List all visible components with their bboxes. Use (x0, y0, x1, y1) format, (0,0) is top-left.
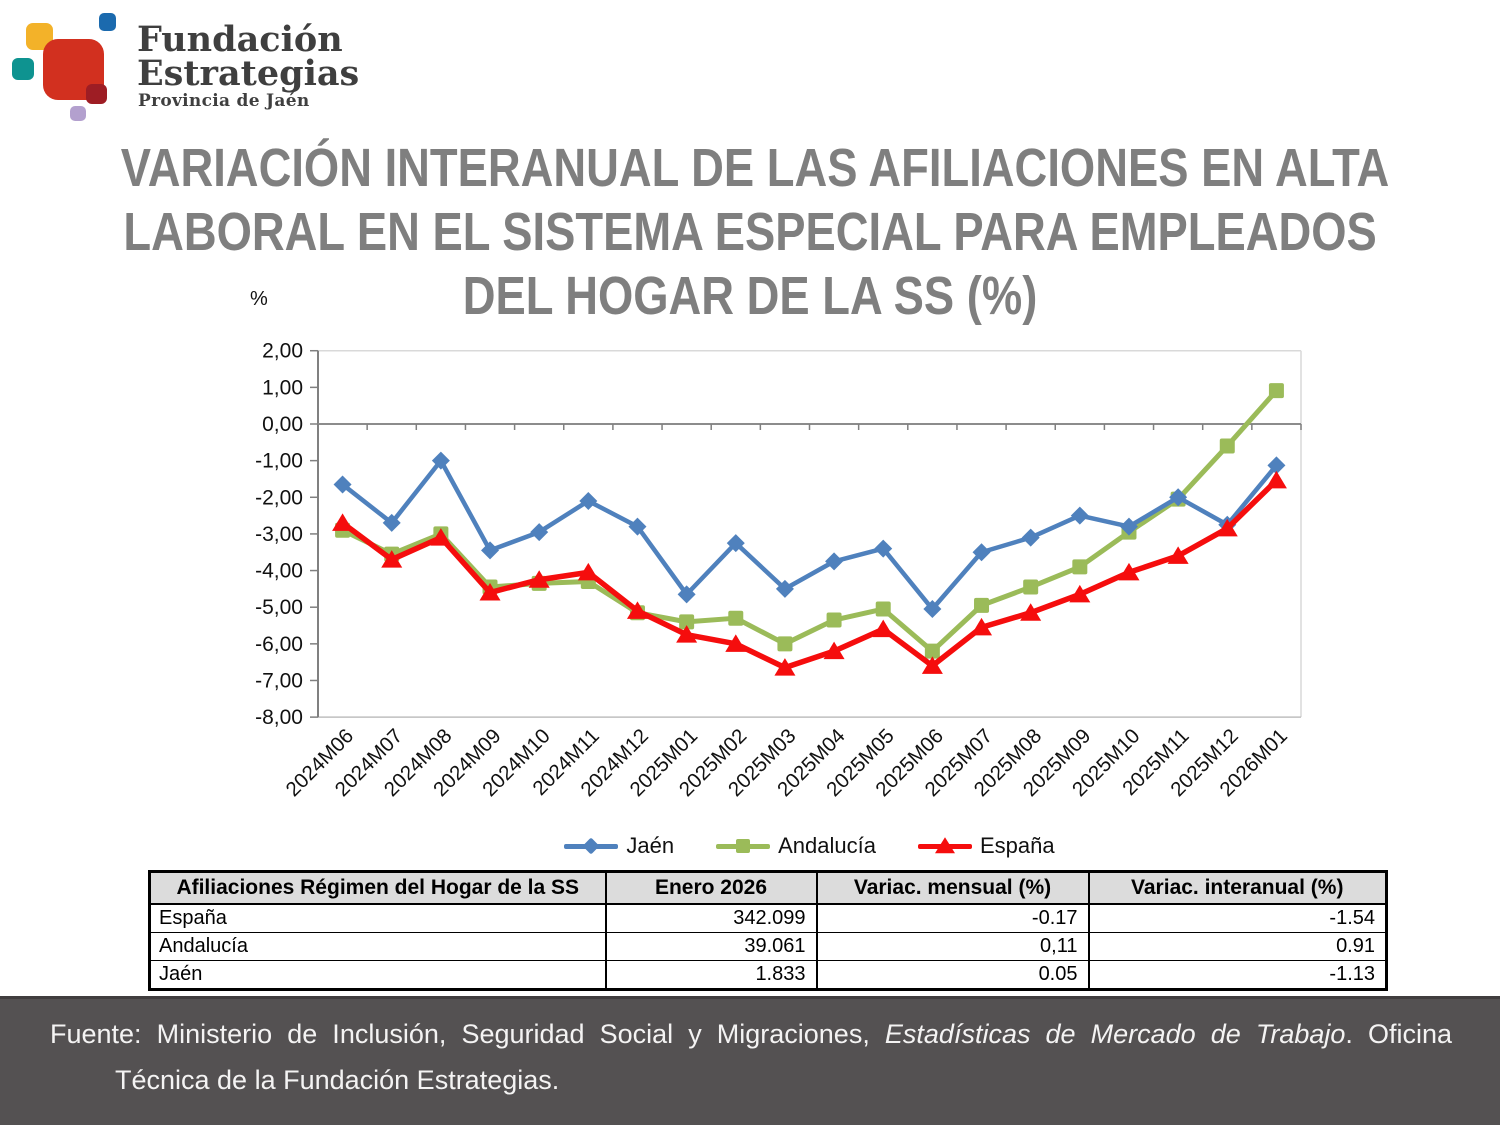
table-cell-value: -1.13 (1087, 960, 1388, 990)
series-1-line (340, 388, 1279, 654)
legend-item-andalucia: Andalucía (716, 833, 876, 859)
table-cell-value: 0.91 (1087, 932, 1388, 961)
table-header-enero: Enero 2026 (604, 870, 818, 905)
table-cell-value: 1.833 (604, 960, 818, 990)
table-header-interanual: Variac. interanual (%) (1087, 870, 1388, 905)
y-axis-label: -8,00 (255, 706, 303, 729)
x-axis-labels: 2024M062024M072024M082024M092024M102024M… (281, 724, 1292, 801)
title-line: VARIACIÓN INTERANUAL DE LAS AFILIACIONES… (120, 138, 1390, 198)
table-row: Jaén 1.833 0.05 -1.13 (148, 960, 1388, 990)
footer-band: Fuente: Ministerio de Inclusión, Segurid… (0, 996, 1500, 1125)
y-axis-label: -2,00 (255, 486, 303, 509)
table-row: Andalucía 39.061 0,11 0.91 (148, 932, 1388, 961)
series-2-line (339, 477, 1280, 671)
legend-label: España (979, 833, 1055, 858)
source-prefix: Fuente: Ministerio de Inclusión, Segurid… (50, 1019, 885, 1049)
table-cell-value: 39.061 (604, 932, 818, 961)
title-line: DEL HOGAR DE LA SS (%) (462, 266, 1038, 326)
table-row: España 342.099 -0.17 -1.54 (148, 903, 1388, 933)
y-axis-label: 0,00 (262, 413, 303, 436)
summary-table: Afiliaciones Régimen del Hogar de la SS … (148, 870, 1388, 991)
table-header-row: Afiliaciones Régimen del Hogar de la SS … (148, 870, 1388, 905)
table-cell-region: Jaén (148, 960, 607, 990)
y-axis-label: -3,00 (255, 523, 303, 546)
diamond-marker-icon (582, 837, 600, 855)
series-2-markers (332, 470, 1287, 676)
y-axis-label: -4,00 (255, 560, 303, 583)
legend-item-espana: España (917, 833, 1055, 859)
table-cell-value: 0.05 (815, 960, 1090, 990)
legend-line (917, 837, 972, 854)
logo-blue-square-icon (99, 13, 116, 31)
legend-label: Jaén (626, 833, 675, 858)
page-title: VARIACIÓN INTERANUAL DE LAS AFILIACIONES… (0, 136, 1500, 328)
y-axis-label: 1,00 (262, 376, 303, 399)
plot-frame (317, 349, 1302, 718)
y-axis-label: 2,00 (262, 340, 303, 363)
logo-org-name: Fundación (137, 19, 343, 60)
table-header-region: Afiliaciones Régimen del Hogar de la SS (148, 870, 607, 905)
legend-line (716, 839, 771, 853)
y-axis: 2,00 1,00 0,00 -1,00 -2,00 -3,00 -4,00 -5,00 -6,… (255, 340, 318, 729)
square-marker-icon (736, 839, 751, 853)
title-line: LABORAL EN EL SISTEMA ESPECIAL PARA EMPL… (123, 202, 1377, 262)
table-cell-value: 342.099 (604, 903, 818, 933)
legend-label: Andalucía (778, 833, 876, 858)
logo-teal-square-icon (12, 58, 34, 80)
source-text: Fuente: Ministerio de Inclusión, Segurid… (0, 999, 1500, 1103)
y-axis-label: -7,00 (255, 669, 303, 692)
y-axis-label: -1,00 (255, 450, 303, 473)
source-suffix: . Oficina Técnica de la Fundación Estrat… (115, 1019, 1452, 1095)
series-0-markers (333, 451, 1286, 619)
legend-line (564, 837, 619, 855)
logo-subtitle: Provincia de Jaén (138, 91, 310, 111)
triangle-marker-icon (934, 837, 955, 854)
logo-org-name: Estrategias (137, 53, 360, 94)
y-axis-unit-label: % (250, 288, 268, 310)
logo-purple-square-icon (70, 106, 86, 121)
y-axis-label: -5,00 (255, 596, 303, 619)
y-axis-label: -6,00 (255, 633, 303, 656)
table-cell-region: España (148, 903, 607, 933)
series-0-line (340, 458, 1279, 612)
table-header-mensual: Variac. mensual (%) (815, 870, 1090, 905)
source-italic: Estadísticas de Mercado de Trabajo (884, 1019, 1346, 1049)
chart-legend: Jaén Andalucía España (318, 833, 1301, 859)
logo-darkred-square-icon (86, 84, 107, 104)
table-cell-region: Andalucía (148, 932, 607, 961)
line-chart: 2,00 1,00 0,00 -1,00 -2,00 -3,00 -4,00 -5,00 -6,… (255, 340, 1302, 801)
legend-item-jaen: Jaén (564, 833, 674, 859)
table-cell-value: 0,11 (815, 932, 1090, 961)
table-cell-value: -0.17 (815, 903, 1090, 933)
table-cell-value: -1.54 (1087, 903, 1388, 933)
